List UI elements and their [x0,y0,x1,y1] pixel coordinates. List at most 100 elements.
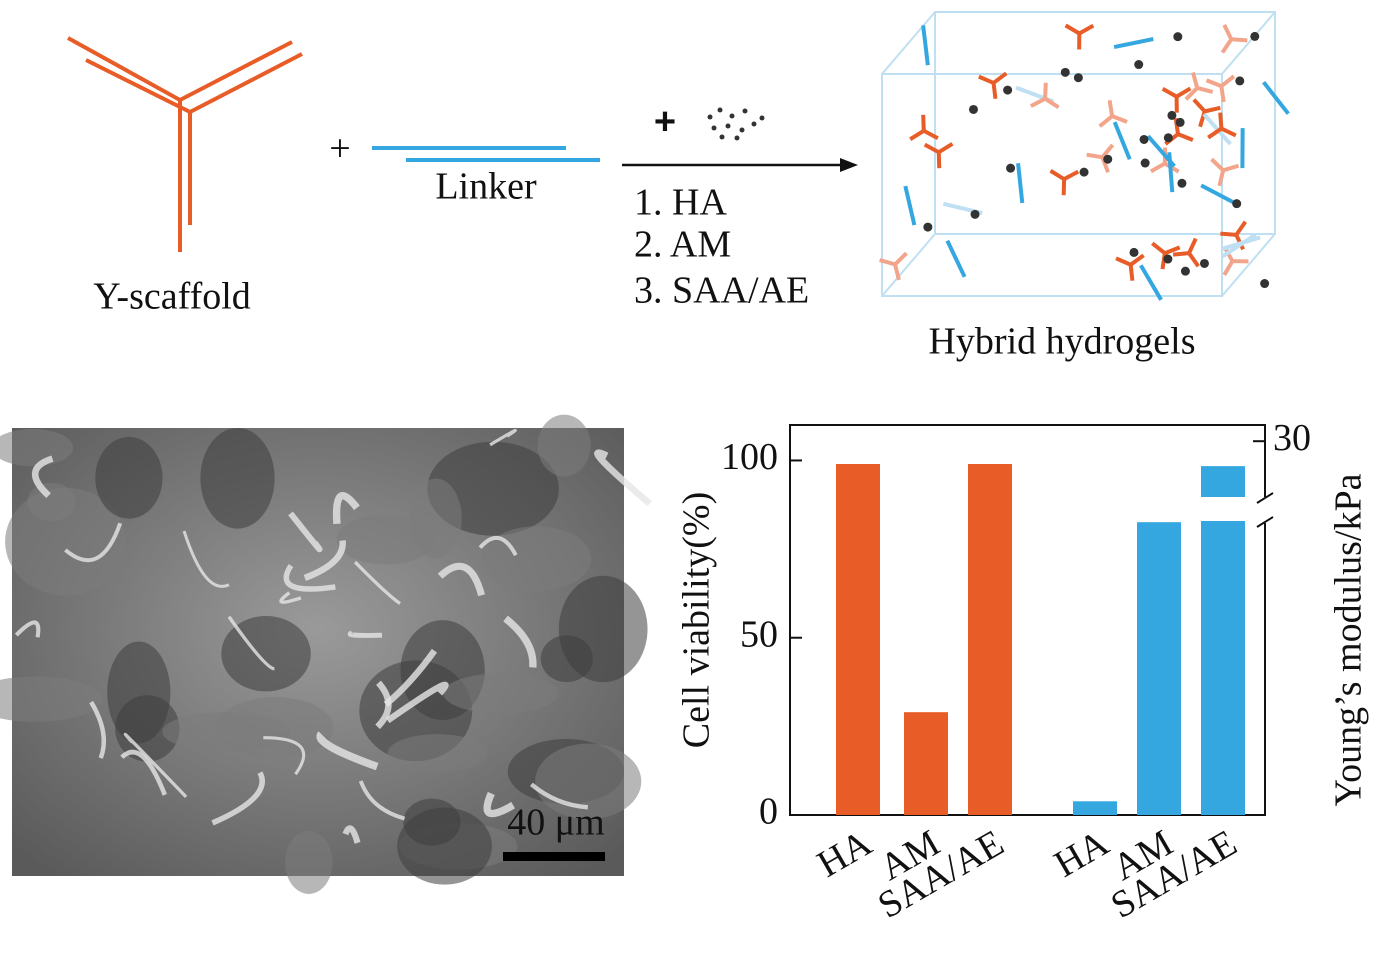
network-linker [1200,183,1238,206]
network-arm [1222,163,1240,173]
step: 2. AM [634,224,731,266]
particle [1006,163,1016,173]
particle [1073,73,1083,83]
network-arm [921,114,926,131]
network-arm [1187,237,1198,255]
network-arm [1220,74,1236,88]
bar [904,712,948,815]
particle [968,104,978,114]
network-arm [1128,264,1135,281]
network-arm [923,142,940,154]
network-arm [893,251,908,266]
network-arm [1049,169,1066,181]
network-arm [1219,85,1226,103]
ridge [353,560,401,605]
particle [1199,258,1209,268]
pore [285,830,333,894]
network-arm [1220,231,1237,237]
bar-break-gap [1200,497,1246,521]
network-arm [1205,78,1223,89]
particle [1180,266,1190,276]
network-linker [1167,152,1175,193]
linker-icon [372,146,600,162]
ridge [316,731,379,771]
network-linker [1016,163,1025,204]
particle [1167,110,1177,120]
ridge [120,749,167,796]
network-arm [978,74,995,85]
network-arm [1187,252,1200,268]
scaffold-label: Y-scaffold [93,276,251,318]
network-arm [1161,87,1178,99]
ridge [347,630,383,638]
network-arm [1231,37,1248,43]
step: 1. HA [634,182,727,224]
particle [1177,178,1187,188]
bar [968,464,1012,815]
network-arm [1234,220,1248,237]
y-tick-label: 100 [721,436,778,478]
pore [443,673,559,714]
network-arm [909,129,925,141]
network-linker [945,239,967,278]
network-arm [879,258,896,267]
pore [558,575,648,683]
y2-axis-label: Young’s modulus/kPa [1328,473,1370,806]
pore [95,436,163,519]
network-linker [903,185,917,226]
network-arm [1100,143,1115,159]
particle [1173,32,1183,42]
ridge [342,825,361,844]
bar [1137,522,1181,815]
network-arm [1107,100,1115,117]
network-arm [1184,86,1199,101]
sem-image: 40 μm [0,414,652,894]
network-arm [1044,97,1060,110]
network-arm [1210,157,1225,172]
product-label: Hybrid hydrogels [928,321,1195,363]
network-arm [1222,24,1234,41]
particle [1134,60,1144,70]
network-arm [1220,126,1237,138]
x-tick-label: HA [810,822,879,886]
network-arm [1115,256,1132,267]
bar [1073,801,1117,815]
network-arm [1098,114,1114,128]
particle [1003,85,1013,95]
network-arm [893,263,901,281]
network-arm [1063,169,1080,181]
particles-icon [707,107,765,141]
network-arm [991,82,998,100]
network-arm [1149,161,1166,174]
ridge [385,681,449,724]
axis-break [1256,492,1274,528]
ridge [437,562,486,597]
network-arm [992,71,1008,85]
network-arm [1172,251,1190,257]
network-arm [1207,126,1223,140]
arrow [622,158,858,172]
network-arm [922,129,939,141]
y2-tick-label: 30 [1273,417,1311,459]
network-arm [1196,85,1214,94]
pore [387,734,488,773]
particle [1163,254,1173,264]
ridge [123,732,188,798]
network-arm [1151,241,1167,255]
network-arm [1198,110,1207,128]
ridge [64,522,123,563]
ridge [375,680,392,730]
network-arm [937,142,954,154]
network-arm [1191,71,1200,89]
ridge [483,791,516,818]
particle [1103,154,1113,164]
plot-frame [789,424,1266,816]
network-linker [1113,37,1154,50]
particle [1079,167,1089,177]
pore [162,712,290,752]
ridge [279,591,302,604]
pore [5,487,126,596]
network-linker [1221,235,1261,251]
plus: + [329,128,350,170]
